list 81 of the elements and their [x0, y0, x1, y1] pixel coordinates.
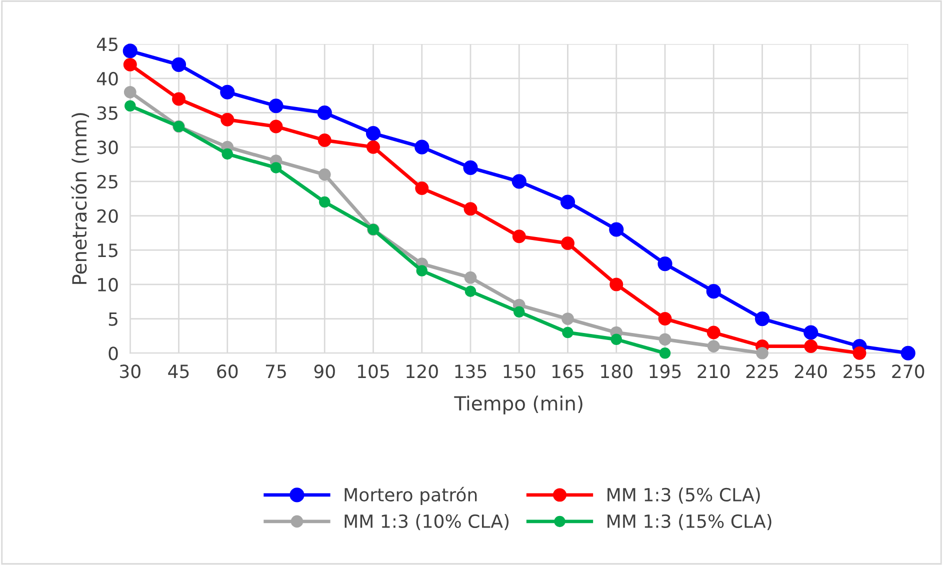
y-tick-label: 40	[96, 72, 118, 86]
x-tick-label: 225	[746, 364, 778, 378]
point	[561, 236, 574, 250]
point	[804, 340, 818, 353]
point	[512, 174, 526, 189]
point	[416, 265, 428, 276]
y-tick-label: 5	[108, 312, 118, 326]
legend-label: MM 1:3 (15% CLA)	[608, 514, 772, 530]
x-tick-label: 135	[455, 364, 486, 378]
y-tick-label: 30	[97, 140, 118, 154]
point	[804, 325, 818, 340]
point	[415, 182, 429, 196]
point	[464, 271, 477, 284]
point	[512, 230, 526, 244]
legend-label: MM 1:3 (10% CLA)	[344, 514, 509, 530]
x-tick-label: 45	[168, 364, 189, 378]
x-tick-label: 165	[552, 364, 584, 378]
point	[610, 334, 622, 346]
point	[366, 140, 380, 154]
y-tick-label: 0	[108, 346, 118, 360]
point	[124, 100, 136, 112]
y-tick-label: 20	[97, 209, 118, 223]
point	[270, 162, 282, 174]
point	[609, 222, 624, 237]
point	[754, 311, 770, 326]
point	[317, 105, 332, 120]
point	[366, 126, 381, 141]
point	[414, 140, 430, 154]
point	[464, 286, 476, 297]
point	[756, 346, 768, 360]
point	[463, 160, 478, 175]
x-tick-label: 60	[217, 364, 238, 378]
x-tick-label: 120	[406, 364, 438, 378]
point	[707, 340, 720, 352]
point	[706, 326, 720, 340]
y-tick-label: 25	[97, 174, 118, 189]
point	[123, 58, 137, 72]
x-tick-label: 105	[358, 364, 389, 378]
point	[562, 326, 574, 338]
point	[171, 57, 186, 72]
x-tick-label: 150	[504, 364, 536, 378]
point	[124, 86, 136, 98]
point	[318, 168, 331, 181]
legend-label: MM 1:3 (5% CLA)	[608, 488, 760, 504]
y-tick-label: 15	[98, 244, 118, 258]
point	[220, 84, 235, 100]
x-tick-label: 195	[650, 364, 681, 378]
point	[658, 312, 672, 326]
point	[172, 92, 186, 106]
point	[900, 346, 916, 360]
x-tick-label: 75	[266, 364, 286, 378]
y-axis-title: Penetración (mm)	[70, 113, 90, 284]
point	[513, 306, 525, 318]
point	[659, 348, 671, 359]
point	[658, 333, 672, 346]
x-tick-label: 30	[120, 364, 140, 378]
x-tick-label: 210	[698, 364, 730, 378]
point	[318, 133, 332, 147]
y-tick-label: 35	[97, 106, 118, 120]
x-tick-label: 180	[601, 364, 632, 378]
point	[319, 196, 330, 208]
point	[220, 112, 234, 126]
point	[269, 120, 283, 134]
x-tick-label: 270	[892, 364, 924, 378]
x-tick-label: 240	[794, 364, 827, 378]
point	[560, 194, 576, 210]
point	[562, 312, 574, 325]
x-axis-title: Tiempo (min)	[454, 396, 582, 414]
point	[610, 278, 624, 292]
y-tick-label: 45	[96, 38, 118, 52]
point	[122, 44, 138, 58]
legend-label: Mortero patrón	[344, 486, 477, 506]
x-tick-label: 255	[844, 364, 876, 378]
y-tick-label: 10	[98, 278, 118, 292]
point	[464, 202, 478, 216]
point	[706, 284, 721, 299]
x-tick-label: 90	[314, 364, 335, 378]
point	[658, 256, 672, 272]
point	[852, 346, 866, 360]
point	[268, 98, 284, 114]
point	[222, 148, 234, 160]
